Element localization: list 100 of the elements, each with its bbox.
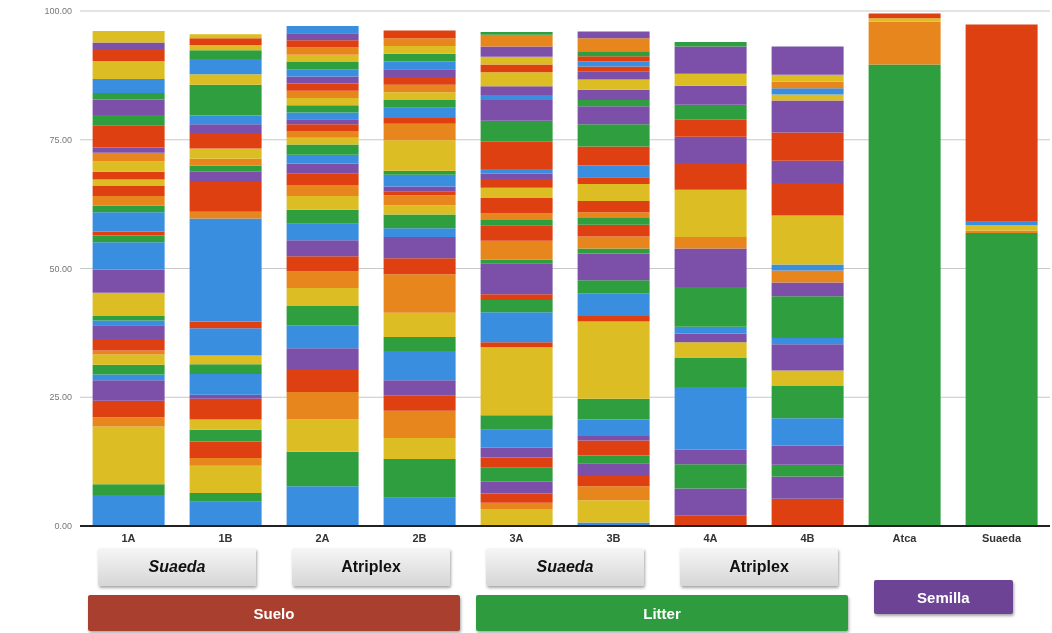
bar bbox=[480, 220, 553, 226]
x-tick-label: 3B bbox=[606, 531, 621, 544]
bar bbox=[92, 152, 165, 162]
bar bbox=[286, 185, 359, 196]
bar bbox=[189, 501, 262, 526]
bar bbox=[286, 419, 359, 452]
x-tick-label: 3A bbox=[509, 531, 524, 544]
bar bbox=[92, 315, 165, 321]
bar bbox=[383, 107, 456, 119]
bar bbox=[383, 228, 456, 238]
bar bbox=[92, 417, 165, 427]
bar bbox=[383, 410, 456, 438]
bar bbox=[383, 214, 456, 229]
bar bbox=[383, 195, 456, 206]
bar bbox=[189, 181, 262, 212]
bar bbox=[286, 209, 359, 224]
x-tick-label: Suaeda bbox=[981, 531, 1022, 544]
bar bbox=[189, 441, 262, 459]
bar bbox=[286, 137, 359, 145]
bar bbox=[383, 92, 456, 101]
bar bbox=[189, 465, 262, 494]
bar bbox=[674, 85, 747, 105]
bar bbox=[771, 100, 844, 133]
bar bbox=[92, 400, 165, 418]
bar bbox=[286, 163, 359, 174]
bar bbox=[577, 455, 650, 464]
bar bbox=[286, 124, 359, 131]
bar bbox=[92, 484, 165, 496]
y-tick-label: 25.00 bbox=[49, 392, 72, 403]
bar bbox=[189, 148, 262, 159]
bar bbox=[383, 258, 456, 275]
x-tick-label: 1B bbox=[218, 531, 233, 544]
bar bbox=[189, 328, 262, 356]
bar bbox=[189, 74, 262, 85]
bar bbox=[286, 451, 359, 487]
bar bbox=[286, 76, 359, 84]
bar bbox=[92, 325, 165, 340]
bar bbox=[965, 225, 1038, 231]
text: Atriplex bbox=[341, 558, 401, 576]
bar bbox=[92, 42, 165, 50]
bar bbox=[383, 497, 456, 526]
bar bbox=[286, 223, 359, 241]
y-tick-label: 0.00 bbox=[54, 521, 72, 532]
y-tick-label: 100.00 bbox=[44, 6, 72, 17]
bar bbox=[92, 426, 165, 485]
x-tick-label: 4B bbox=[800, 531, 815, 544]
bar bbox=[577, 165, 650, 178]
bar bbox=[286, 173, 359, 186]
x-tick-label: Atca bbox=[892, 531, 918, 544]
x-tick-label: 4A bbox=[703, 531, 718, 544]
x-tick-label: 2B bbox=[412, 531, 427, 544]
bar bbox=[286, 368, 359, 393]
bar bbox=[383, 118, 456, 124]
bar bbox=[577, 177, 650, 185]
bar bbox=[480, 86, 553, 95]
bar bbox=[577, 280, 650, 294]
bar bbox=[771, 132, 844, 161]
bar bbox=[189, 115, 262, 125]
text: Suelo bbox=[253, 604, 295, 622]
bar bbox=[383, 437, 456, 460]
bar bbox=[189, 429, 262, 442]
bar bbox=[286, 256, 359, 272]
bar bbox=[92, 49, 165, 61]
y-tick-label: 75.00 bbox=[49, 134, 72, 145]
bar bbox=[189, 493, 262, 502]
text: Litter bbox=[643, 604, 681, 622]
bar bbox=[577, 218, 650, 225]
bar bbox=[480, 213, 553, 221]
bar bbox=[383, 237, 456, 259]
bar bbox=[480, 342, 553, 348]
bar bbox=[92, 185, 165, 196]
bar bbox=[577, 293, 650, 316]
bar bbox=[674, 357, 747, 387]
bar bbox=[286, 40, 359, 48]
bar bbox=[189, 171, 262, 182]
x-tick-label: 2A bbox=[315, 531, 330, 544]
text: Suaeda bbox=[148, 558, 206, 576]
bar bbox=[965, 24, 1038, 222]
bar bbox=[383, 140, 456, 171]
text: Atriplex bbox=[729, 558, 789, 576]
bar bbox=[92, 161, 165, 172]
bar bbox=[577, 212, 650, 219]
bar bbox=[189, 165, 262, 172]
bar bbox=[383, 30, 456, 39]
bar bbox=[189, 458, 262, 466]
bar bbox=[771, 264, 844, 271]
bar bbox=[189, 158, 262, 166]
bar bbox=[286, 33, 359, 41]
y-tick-label: 50.00 bbox=[49, 263, 72, 274]
bar bbox=[480, 178, 553, 188]
bar bbox=[383, 459, 456, 498]
text: Semilla bbox=[917, 588, 970, 606]
bar bbox=[383, 191, 456, 196]
bar bbox=[771, 385, 844, 419]
bar bbox=[92, 339, 165, 351]
bar bbox=[286, 392, 359, 420]
bar bbox=[92, 495, 165, 526]
bar bbox=[189, 211, 262, 219]
text: Suaeda bbox=[536, 558, 594, 576]
bar bbox=[383, 84, 456, 93]
